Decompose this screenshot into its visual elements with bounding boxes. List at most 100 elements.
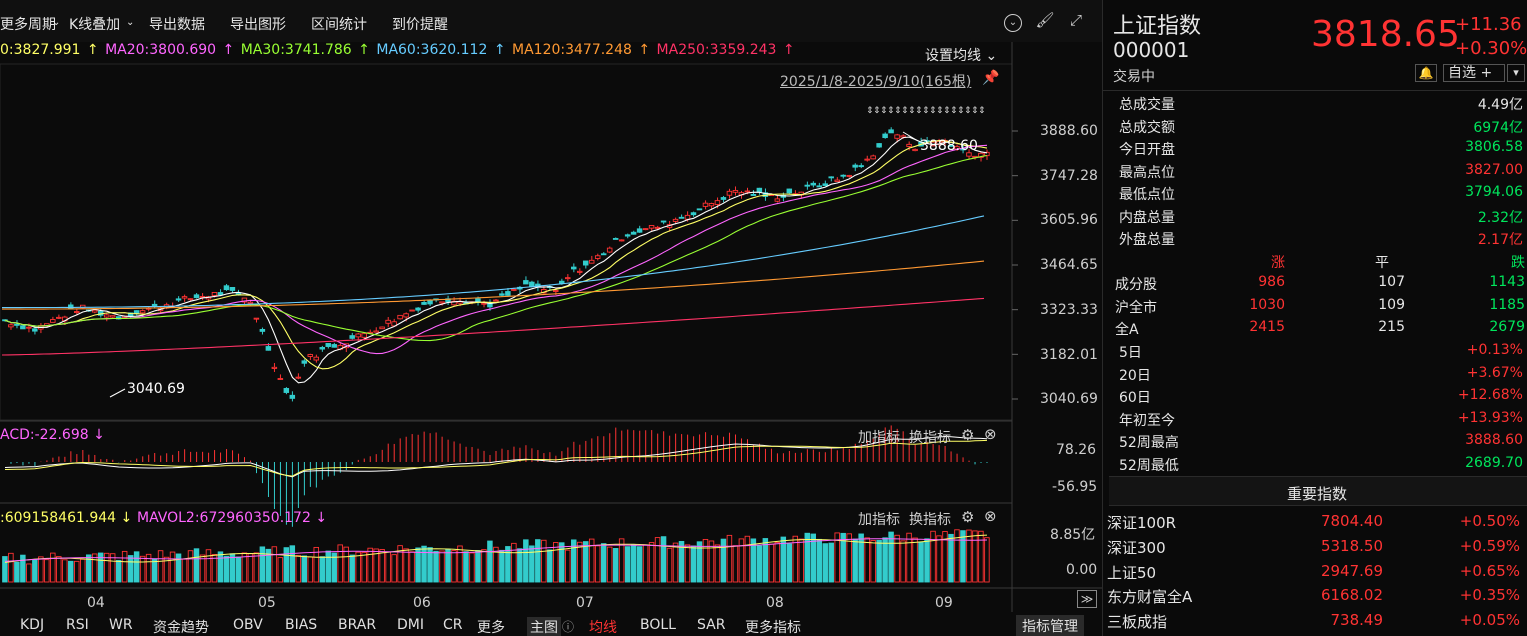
volume-bar [678,540,685,583]
gear-icon[interactable]: ⚙ [961,508,975,526]
tab-7[interactable]: DMI [397,617,424,633]
ma30-label: MA30:3741.786 [240,42,352,58]
volume-bar [391,554,397,583]
period-value: +13.93% [1457,409,1523,426]
volume-bar [103,552,110,583]
volume-bar [523,539,529,583]
chevron-down-icon[interactable]: ⌄ [52,17,61,28]
help-icon[interactable]: ⓘ [562,620,575,634]
volume-bar [876,539,882,583]
macd-switch-indicator[interactable]: 换指标 [909,430,951,446]
ma20-line [4,144,988,355]
dropdown-icon[interactable]: ▾ [1507,64,1525,82]
index-row[interactable]: 深证100R 7804.40 +0.50% [1103,510,1527,534]
watchlist-button[interactable]: 自选 + [1443,64,1505,82]
breadth-up: 2415 [1249,319,1285,335]
index-row-pct: +0.50% [1459,512,1520,530]
candle-body [828,176,834,179]
signal-marker: ⇕ [894,106,902,116]
period-value: +3.67% [1466,364,1523,381]
index-row[interactable]: 三板成指 738.49 +0.05% [1103,609,1527,633]
mavol1-line [4,534,988,563]
volume-bar [948,533,954,583]
more-period-menu[interactable]: 更多周期 [0,17,56,33]
index-code: 000001 [1113,38,1190,62]
candle-body [744,190,751,193]
index-row-price: 2947.69 [1320,561,1383,580]
export-chart-button[interactable]: 导出图形 [230,17,286,33]
volume-bar [846,533,852,583]
index-row[interactable]: 东方财富全A 6168.02 +0.35% [1103,584,1527,608]
tab-15[interactable]: 指标管理 [1016,615,1084,636]
index-row-name: 三板成指 [1107,613,1168,632]
tab-0[interactable]: KDJ [20,617,45,633]
candle-body [277,378,284,380]
pin-icon[interactable]: 📌 [982,70,1000,86]
candle-body [702,202,709,207]
tab-2[interactable]: WR [109,617,133,633]
tab-3[interactable]: 资金趋势 [153,620,209,636]
volume-bar [283,547,290,583]
tab-11[interactable]: 均线 [589,620,617,636]
vol-switch-indicator[interactable]: 换指标 [909,512,951,528]
arrow-up-icon: ↑ [358,42,370,58]
volume-bar [570,539,577,583]
candle-body [618,239,625,242]
tab-9[interactable]: 更多 [477,620,505,636]
tab-8[interactable]: CR [443,617,463,633]
macd-add-indicator[interactable]: 加指标 [858,430,900,446]
volume-bar [624,546,631,583]
price-alert-button[interactable]: 到价提醒 [392,17,448,33]
stat-label: 今日开盘 [1119,142,1175,158]
tab-14[interactable]: 更多指标 [745,620,801,636]
kline-overlay-menu[interactable]: K线叠加 [69,17,121,33]
volume-bar [427,547,433,583]
candle-body [624,234,631,237]
index-row[interactable]: 深证300 5318.50 +0.59% [1103,535,1527,559]
volume-bar [187,550,194,583]
close-icon[interactable]: ⊗ [984,507,997,525]
breadth-flat: 107 [1378,274,1405,290]
ma10-label: 0:3827.991 [0,42,81,58]
ma5-line [4,136,988,384]
volume-bar [91,553,98,583]
vol-top: 8.85亿 [1050,527,1096,543]
chart-panel[interactable]: 更多周期 ⌄ K线叠加 ⌄ 导出数据 导出图形 区间统计 到价提醒 ⌄ 🖌 ⤢ … [0,0,1102,636]
candle-body [870,155,876,160]
candle-body [427,299,433,305]
bell-icon[interactable]: 🔔 [1415,64,1437,82]
chevron-circle-icon[interactable]: ⌄ [1004,14,1022,32]
tab-12[interactable]: BOLL [640,617,676,633]
tab-5[interactable]: BIAS [285,617,318,633]
export-data-button[interactable]: 导出数据 [149,17,205,33]
candle-body [511,288,517,291]
volume-bar [205,549,212,583]
candle-body [553,290,559,292]
gear-icon[interactable]: ⚙ [961,426,975,444]
candle-body [139,310,146,314]
high-annotation: 3888.60 [920,138,978,154]
tab-10[interactable]: 主图 [527,617,561,636]
chevron-down-icon[interactable]: ⌄ [126,17,135,28]
volume-bar [307,556,314,583]
brush-icon[interactable]: 🖌 [1035,11,1055,29]
index-row[interactable]: 上证50 2947.69 +0.65% [1103,560,1527,584]
range-stats-button[interactable]: 区间统计 [311,17,367,33]
candle-body [56,316,62,319]
volume-bar [834,532,840,583]
scroll-right-icon[interactable]: ≫ [1077,590,1097,608]
fullscreen-icon[interactable]: ⤢ [1069,11,1082,29]
tab-6[interactable]: BRAR [338,617,377,633]
volume-bar [193,548,200,583]
tab-1[interactable]: RSI [66,617,89,633]
tab-4[interactable]: OBV [233,617,263,633]
ma-settings-button[interactable]: 设置均线 ⌄ [925,48,998,64]
vol-add-indicator[interactable]: 加指标 [858,512,900,528]
candle-body [846,174,852,177]
close-icon[interactable]: ⊗ [984,425,997,443]
index-row-price: 7804.40 [1320,512,1383,530]
signal-marker: ⇕ [957,106,965,116]
candle-body [876,143,882,148]
tab-13[interactable]: SAR [697,617,726,633]
